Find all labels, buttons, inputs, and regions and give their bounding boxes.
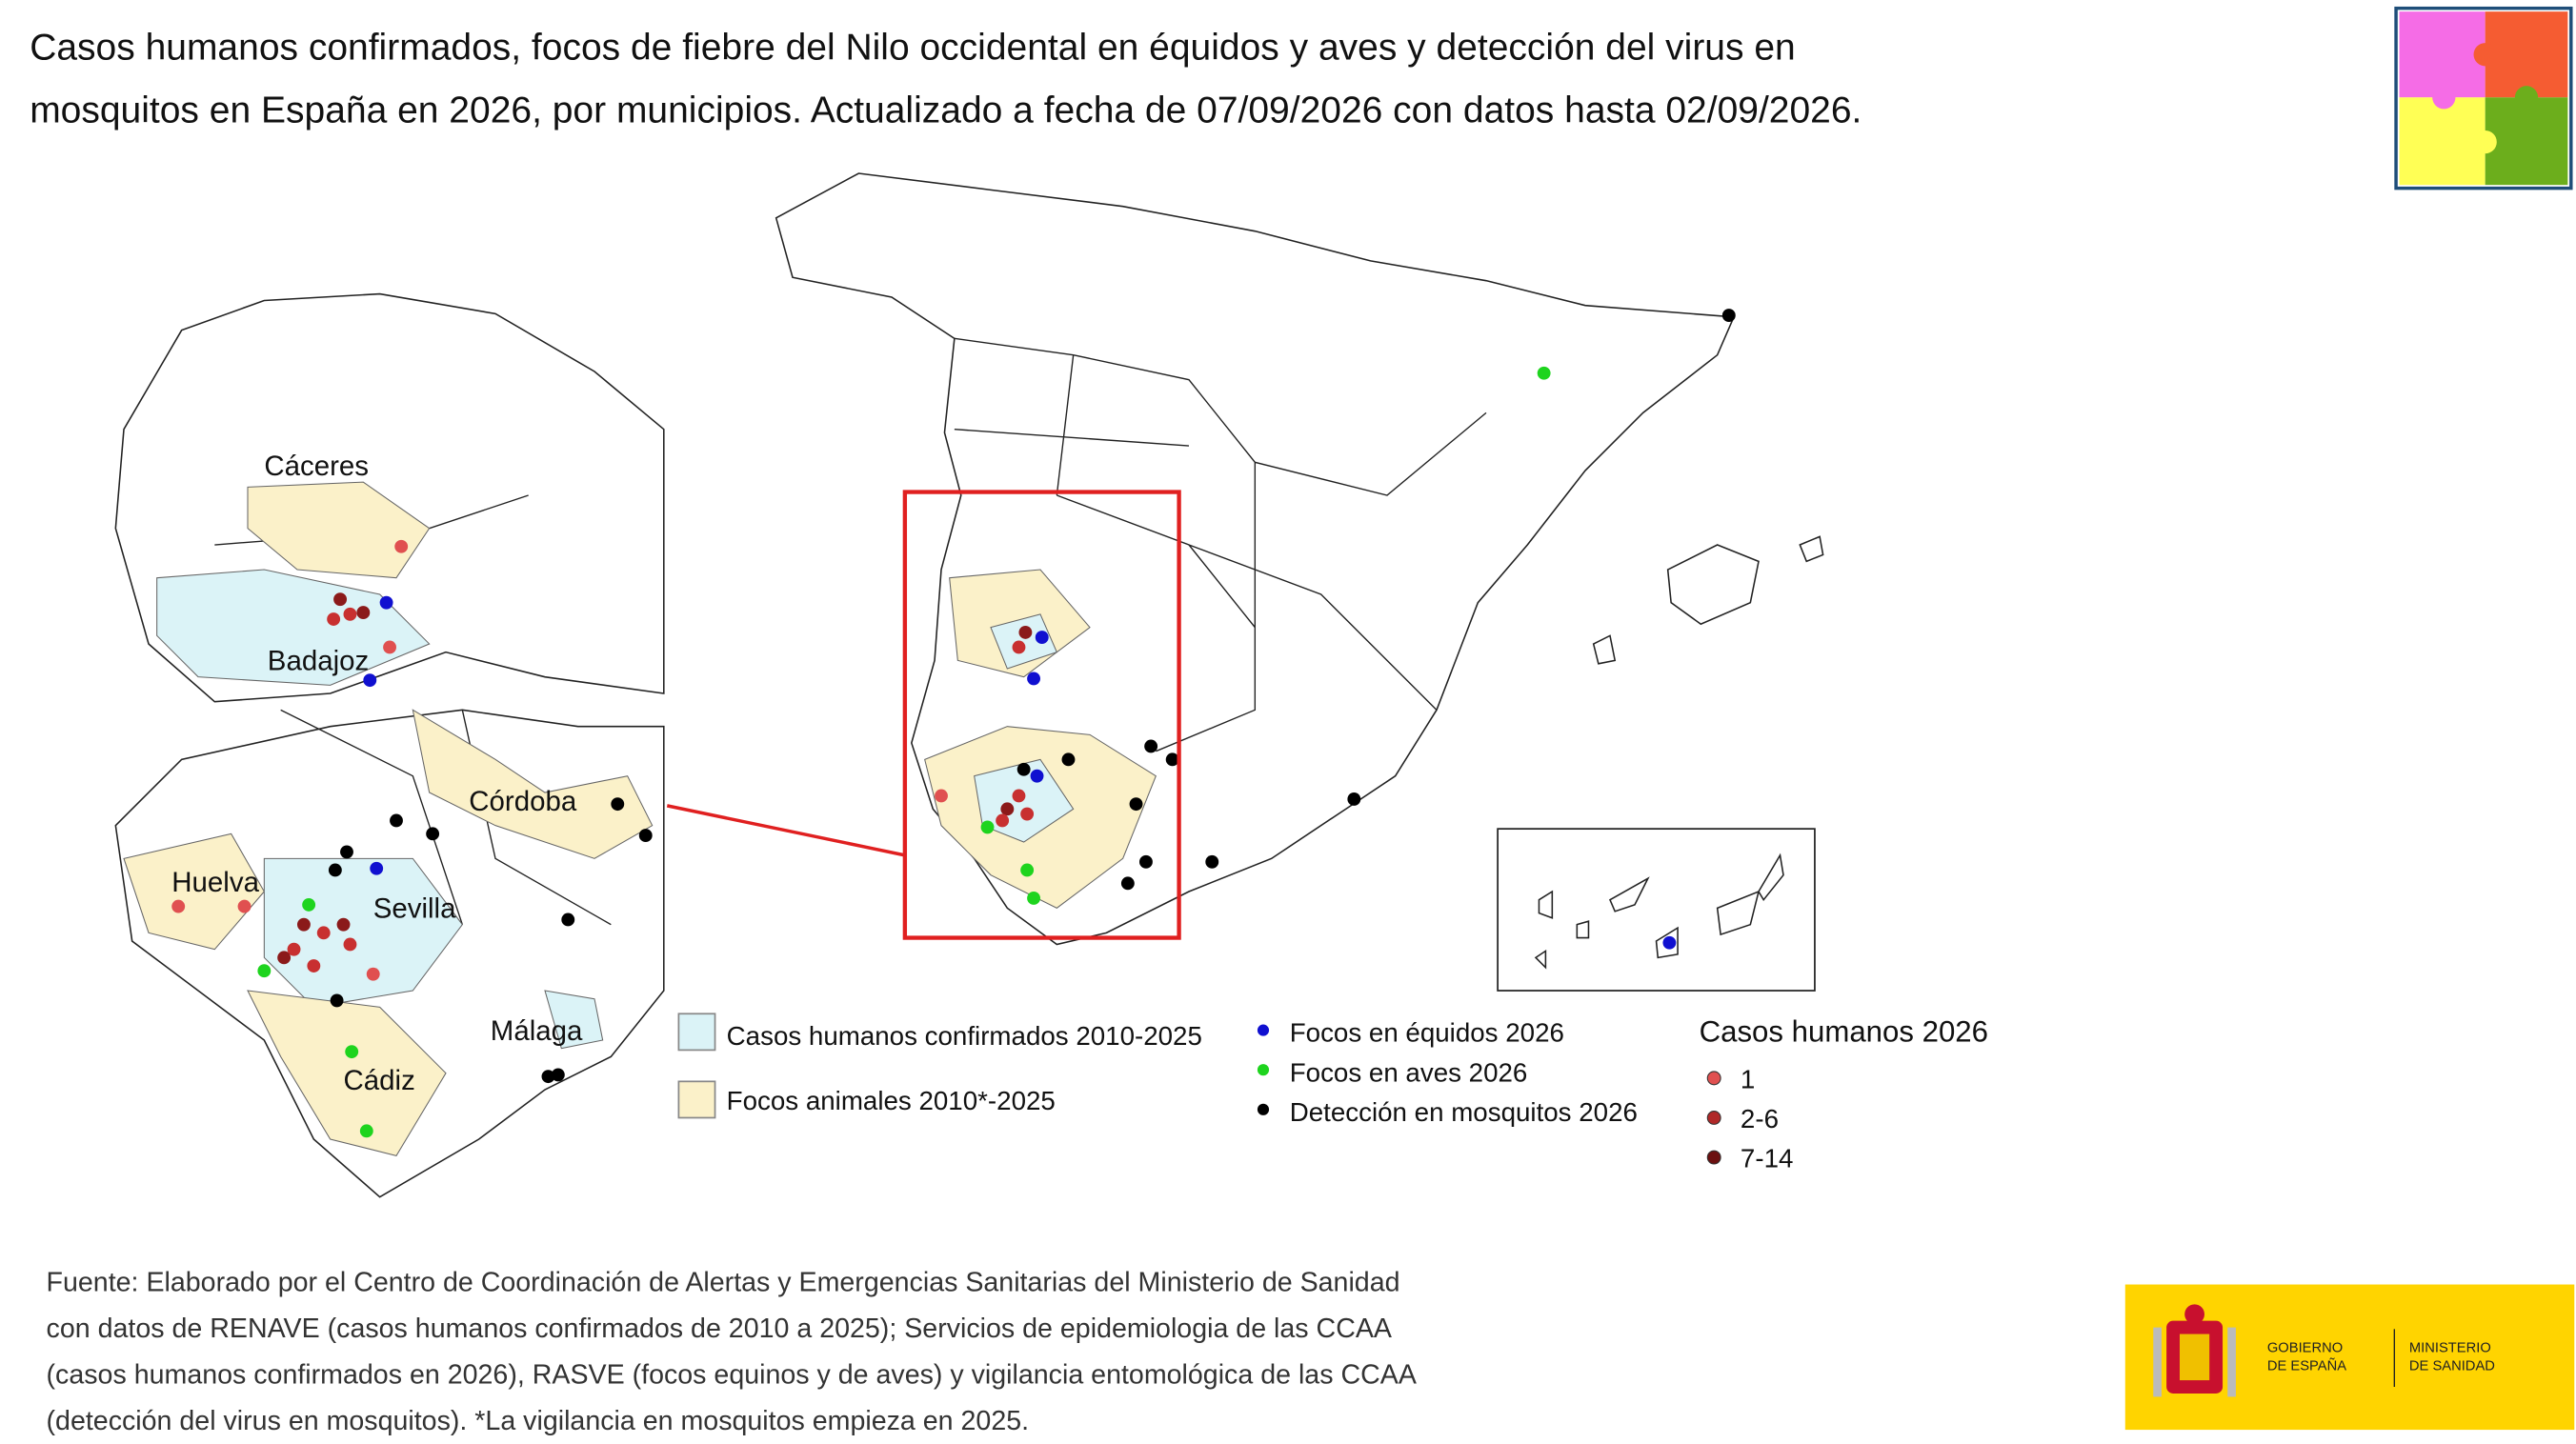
map-points bbox=[935, 309, 1736, 905]
logo-text: DE ESPAÑA bbox=[2267, 1358, 2346, 1374]
legend-dot bbox=[1257, 1103, 1270, 1115]
source-line: (casos humanos confirmados en 2026), RAS… bbox=[47, 1360, 1418, 1391]
legend: Casos humanos confirmados 2010-2025 Foco… bbox=[677, 1013, 1988, 1173]
place-label: Sevilla bbox=[373, 893, 456, 925]
logo-text: MINISTERIO bbox=[2409, 1341, 2491, 1356]
puzzle-icon bbox=[2394, 6, 2573, 191]
legend-dot bbox=[1706, 1111, 1721, 1125]
legend-dot bbox=[1706, 1150, 1721, 1165]
legend-label: Casos humanos confirmados 2010-2025 bbox=[727, 1021, 1202, 1051]
place-label: Badajoz bbox=[268, 646, 369, 677]
footer: Fuente: Elaborado por el Centro de Coord… bbox=[47, 1267, 1418, 1436]
legend-label: Focos en aves 2026 bbox=[1290, 1057, 1528, 1087]
legend-swatch bbox=[677, 1080, 716, 1119]
legend-label: 1 bbox=[1741, 1064, 1755, 1093]
government-logo: GOBIERNO DE ESPAÑA MINISTERIO DE SANIDAD bbox=[2124, 1284, 2575, 1431]
legend-label: Detección en mosquitos 2026 bbox=[1290, 1097, 1638, 1127]
legend-label: 7-14 bbox=[1741, 1143, 1793, 1173]
source-line: Fuente: Elaborado por el Centro de Coord… bbox=[47, 1267, 1400, 1297]
place-label: Cáceres bbox=[264, 451, 369, 482]
place-label: Cádiz bbox=[344, 1065, 415, 1096]
legend-label: Focos animales 2010*-2025 bbox=[727, 1086, 1056, 1115]
source-line: con datos de RENAVE (casos humanos confi… bbox=[47, 1314, 1393, 1344]
legend-title: Casos humanos 2026 bbox=[1700, 1015, 1988, 1049]
legend-dot bbox=[1706, 1071, 1721, 1086]
title-line: mosquitos en España en 2026, por municip… bbox=[30, 90, 1862, 130]
source-line: (detección del virus en mosquitos). *La … bbox=[47, 1406, 1030, 1436]
place-label: Málaga bbox=[491, 1015, 583, 1047]
legend-label: Focos en équidos 2026 bbox=[1290, 1018, 1564, 1048]
zoom-panel: Cáceres Badajoz Córdoba Huelva Sevilla M… bbox=[114, 292, 665, 1198]
legend-swatch bbox=[677, 1013, 716, 1052]
spain-map bbox=[666, 172, 1824, 992]
zoom-points bbox=[171, 539, 653, 1138]
title-line: Casos humanos confirmados, focos de fieb… bbox=[30, 27, 1796, 68]
legend-dot bbox=[1257, 1024, 1270, 1036]
logo-text: DE SANIDAD bbox=[2409, 1359, 2495, 1374]
legend-label: 2-6 bbox=[1741, 1104, 1779, 1133]
legend-dot bbox=[1257, 1064, 1270, 1076]
place-label: Huelva bbox=[171, 867, 259, 898]
place-label: Córdoba bbox=[469, 786, 577, 817]
logo-text: GOBIERNO bbox=[2267, 1341, 2343, 1356]
